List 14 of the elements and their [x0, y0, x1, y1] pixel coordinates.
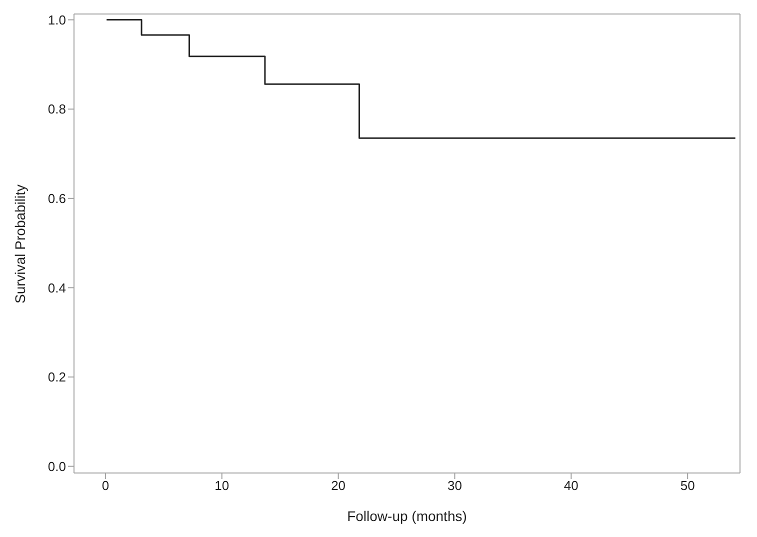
y-axis-title: Survival Probability	[12, 184, 28, 304]
y-tick-label: 0.4	[48, 280, 66, 296]
x-axis-title: Follow-up (months)	[347, 508, 467, 524]
x-tick-label: 10	[214, 478, 230, 494]
x-tick-label: 30	[448, 478, 462, 494]
x-tick-label: 40	[564, 478, 578, 494]
x-tick-label: 20	[331, 478, 346, 494]
y-tick-label: 0.2	[48, 370, 66, 385]
y-tick-label: 1.0	[48, 12, 66, 28]
y-tick-label: 0.8	[48, 102, 66, 117]
y-tick-label: 0.0	[48, 458, 66, 474]
x-tick-label: 0	[102, 478, 110, 494]
y-tick-label: 0.6	[48, 191, 66, 206]
x-tick-label: 50	[680, 478, 695, 494]
